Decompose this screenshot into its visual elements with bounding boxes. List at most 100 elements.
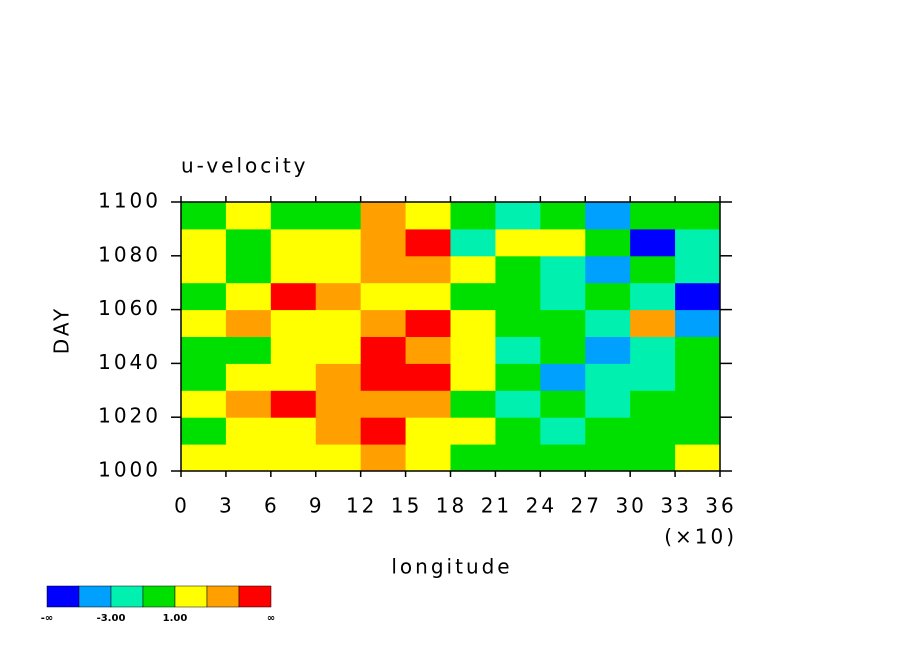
y-tick-label: 1000 — [98, 458, 161, 482]
field-cell — [630, 309, 676, 337]
field-cell — [225, 309, 272, 337]
field-cell — [405, 336, 451, 364]
field-cell — [585, 282, 631, 311]
field-cell — [585, 255, 631, 284]
x-tick-label: 18 — [436, 494, 467, 518]
field-cell — [630, 444, 676, 472]
field-cell — [495, 336, 541, 364]
field-cell — [181, 417, 227, 445]
field-cell — [450, 417, 496, 445]
field-cell — [360, 417, 407, 445]
field-cell — [405, 228, 451, 257]
field-cell — [360, 390, 407, 418]
field-cell — [450, 444, 496, 472]
x-multiplier-label: (×10) — [664, 525, 737, 549]
field-cell — [270, 202, 317, 230]
field-cell — [540, 202, 586, 230]
field-cell — [225, 363, 272, 391]
field-cell — [225, 417, 272, 445]
field-cell — [675, 228, 721, 257]
field-cell — [270, 444, 317, 472]
field-cell — [630, 202, 676, 230]
x-tick-label: 9 — [309, 494, 325, 518]
field-cell — [405, 202, 451, 230]
field-cell — [360, 336, 407, 364]
field — [181, 202, 721, 472]
field-cell — [405, 417, 451, 445]
field-cell — [630, 228, 676, 257]
x-tick-label: 3 — [219, 494, 235, 518]
colorbar-box — [110, 585, 144, 608]
field-cell — [315, 444, 362, 472]
field-cell — [225, 228, 272, 257]
y-tick-label: 1060 — [98, 296, 161, 320]
field-cell — [585, 390, 631, 418]
colorbar-box — [174, 585, 208, 608]
x-tick-label: 24 — [526, 494, 557, 518]
field-cell — [450, 202, 496, 230]
field-cell — [315, 336, 362, 364]
field-cell — [450, 309, 496, 337]
field-cell — [630, 282, 676, 311]
field-cell — [270, 417, 317, 445]
field-cell — [360, 309, 407, 337]
field-cell — [181, 282, 227, 311]
field-cell — [360, 363, 407, 391]
field-cell — [225, 444, 272, 472]
x-axis-label: longitude — [391, 555, 512, 579]
field-cell — [675, 417, 721, 445]
field-cell — [315, 309, 362, 337]
field-cell — [270, 336, 317, 364]
field-cell — [675, 202, 721, 230]
field-cell — [405, 363, 451, 391]
x-tick-label: 12 — [346, 494, 377, 518]
field-cell — [495, 363, 541, 391]
y-tick-label: 1080 — [98, 242, 161, 266]
field-cell — [540, 309, 586, 337]
x-tick-label: 36 — [705, 494, 736, 518]
field-cell — [450, 363, 496, 391]
field-cell — [585, 228, 631, 257]
field-cell — [630, 363, 676, 391]
field-cell — [181, 228, 227, 257]
field-cell — [585, 336, 631, 364]
field-cell — [450, 282, 496, 311]
field-cell — [585, 363, 631, 391]
field-cell — [675, 282, 721, 311]
colorbar-box — [206, 585, 240, 608]
field-cell — [181, 255, 227, 284]
field-cell — [181, 390, 227, 418]
field-cell — [181, 309, 227, 337]
field-cell — [225, 336, 272, 364]
field-cell — [450, 336, 496, 364]
field-cell — [540, 444, 586, 472]
field-cell — [315, 363, 362, 391]
field-cell — [315, 417, 362, 445]
field-cell — [675, 255, 721, 284]
field-cell — [495, 255, 541, 284]
y-tick-label: 1040 — [98, 350, 161, 374]
x-tick-label: 30 — [615, 494, 646, 518]
field-cell — [360, 228, 407, 257]
colorbar-label: -∞ — [41, 613, 53, 624]
field-cell — [360, 202, 407, 230]
y-tick-label: 1100 — [98, 189, 161, 213]
field-cell — [405, 255, 451, 284]
field-cell — [181, 202, 227, 230]
field-cell — [585, 444, 631, 472]
colorbar-label: 1.00 — [163, 613, 188, 624]
field-cell — [675, 363, 721, 391]
field-cell — [405, 444, 451, 472]
field-cell — [181, 444, 227, 472]
field-cell — [315, 255, 362, 284]
field-cell — [450, 390, 496, 418]
field-cell — [675, 390, 721, 418]
field-cell — [495, 202, 541, 230]
field-cell — [585, 417, 631, 445]
field-cell — [540, 228, 586, 257]
field-cell — [450, 228, 496, 257]
colorbar-box — [142, 585, 176, 608]
colorbar-box — [238, 585, 272, 608]
field-cell — [315, 390, 362, 418]
field-cell — [540, 363, 586, 391]
